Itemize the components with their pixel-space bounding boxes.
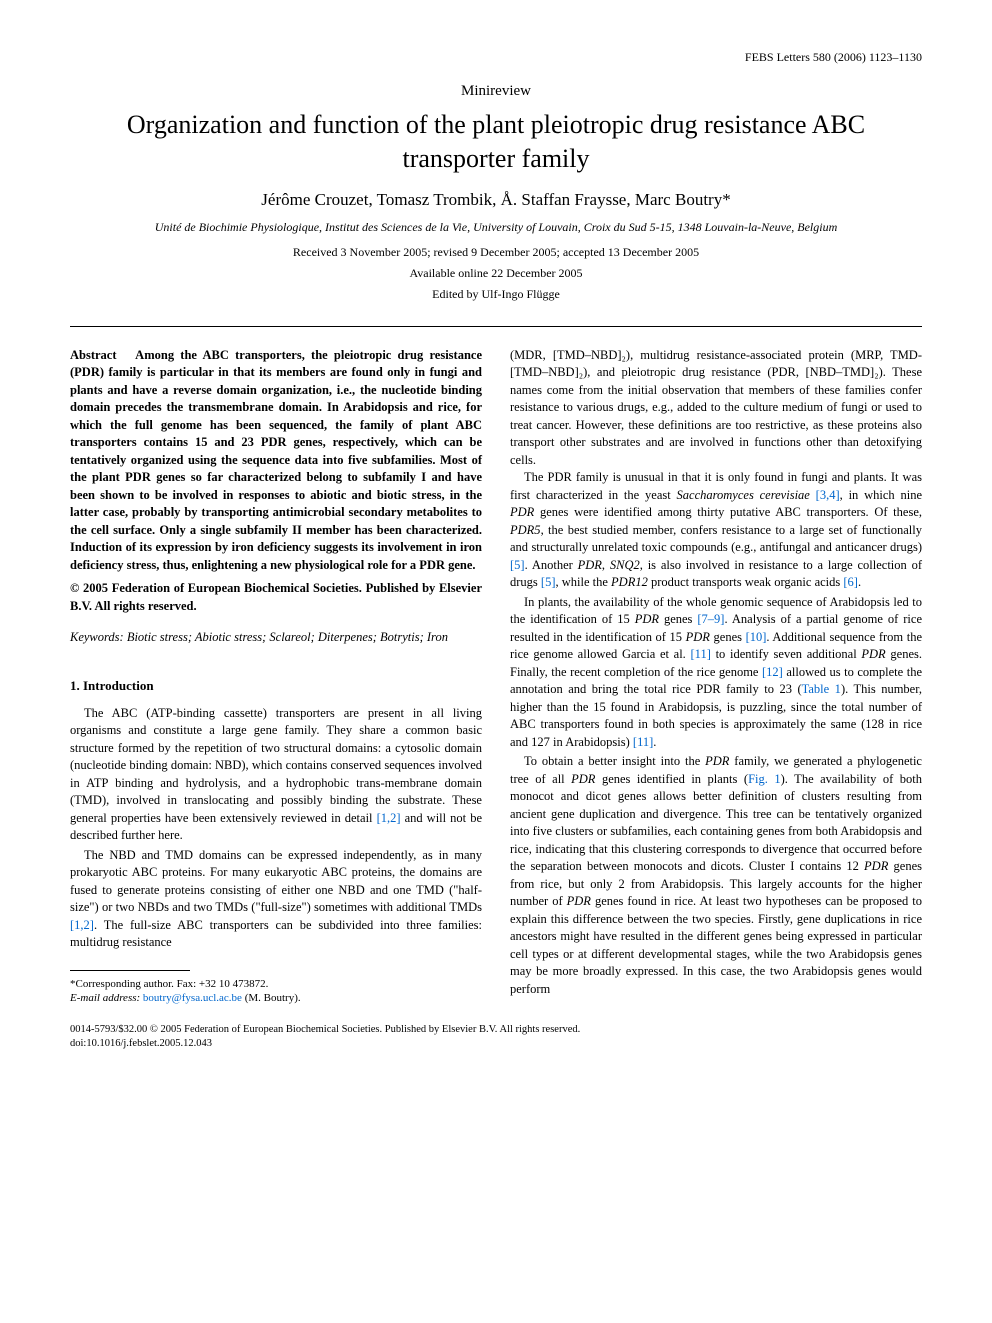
ref-link-6[interactable]: [6] [843,575,858,589]
authors-line: Jérôme Crouzet, Tomasz Trombik, Å. Staff… [70,190,922,210]
ref-link-11a[interactable]: [11] [691,647,711,661]
left-column: Abstract Among the ABC transporters, the… [70,347,482,1006]
rp2-ital3: PDR5 [510,523,541,537]
keywords-text: Biotic stress; Abiotic stress; Sclareol;… [127,630,448,644]
abstract-block: Abstract Among the ABC transporters, the… [70,347,482,616]
ref-link-7-9[interactable]: [7–9] [697,612,724,626]
rp4-ital4: PDR [567,894,591,908]
rp2-ital1: Saccharomyces cerevisiae [677,488,810,502]
corresponding-author-note: *Corresponding author. Fax: +32 10 47387… [70,977,482,1006]
ref-link-table1[interactable]: Table 1 [802,682,841,696]
abstract-text [123,348,135,362]
abstract-copyright: © 2005 Federation of European Biochemica… [70,580,482,615]
intro-p1: The ABC (ATP-binding cassette) transport… [70,705,482,845]
ref-link-5a[interactable]: [5] [510,558,525,572]
ref-link-10[interactable]: [10] [746,630,767,644]
rp2-c: , in which nine [840,488,922,502]
rp2-f: . Another [525,558,578,572]
rp2-g: , [602,558,610,572]
right-p4: To obtain a better insight into the PDR … [510,753,922,998]
ref-link-fig1[interactable]: Fig. 1 [748,772,781,786]
footer-copyright: 0014-5793/$32.00 © 2005 Federation of Eu… [70,1024,580,1035]
rp3-f: to identify seven additional [711,647,862,661]
footer-doi: doi:10.1016/j.febslet.2005.12.043 [70,1038,212,1049]
ref-link-1-2a[interactable]: [1,2] [377,811,401,825]
two-column-layout: Abstract Among the ABC transporters, the… [70,347,922,1006]
intro-p2: The NBD and TMD domains can be expressed… [70,847,482,952]
keywords-label: Keywords: [70,630,124,644]
rp3-ital2: PDR [686,630,710,644]
rp4-a: To obtain a better insight into the [524,754,705,768]
article-type: Minireview [70,83,922,100]
right-p1: (MDR, [TMD–NBD]₂), multidrug resistance-… [510,347,922,470]
divider-rule [70,326,922,327]
rp2-e: , the best studied member, confers resis… [510,523,922,555]
rp3-j: . [653,735,656,749]
email-name: (M. Boutry). [245,992,301,1004]
online-date: Available online 22 December 2005 [70,266,922,281]
rp3-ital3: PDR [861,647,885,661]
article-title: Organization and function of the plant p… [86,108,906,176]
keywords-block: Keywords: Biotic stress; Abiotic stress;… [70,629,482,647]
ref-link-3-4[interactable]: [3,4] [816,488,840,502]
rp2-ital6: PDR12 [611,575,648,589]
p1-text-a: The ABC (ATP-binding cassette) transport… [70,706,482,825]
page-footer: 0014-5793/$32.00 © 2005 Federation of Eu… [70,1023,922,1050]
page-container: FEBS Letters 580 (2006) 1123–1130 Minire… [0,0,992,1091]
rp2-ital4: PDR [578,558,602,572]
rp4-f: genes found in rice. At least two hypoth… [510,894,922,996]
received-dates: Received 3 November 2005; revised 9 Dece… [70,245,922,260]
rp2-d: genes were identified among thirty putat… [534,505,922,519]
rp2-i: , while the [555,575,611,589]
corresponding-text: *Corresponding author. Fax: +32 10 47387… [70,978,268,990]
section-1-heading: 1. Introduction [70,677,482,695]
right-p2: The PDR family is unusual in that it is … [510,469,922,592]
rp4-c: genes identified in plants ( [595,772,748,786]
ref-link-1-2b[interactable]: [1,2] [70,918,94,932]
abstract-body: Among the ABC transporters, the pleiotro… [70,348,482,572]
rp4-d: ). The availability of both monocot and … [510,772,922,874]
rp2-k: . [858,575,861,589]
p2-text-b: . The full-size ABC transporters can be … [70,918,482,950]
rp3-ital1: PDR [635,612,659,626]
rp2-ital2: PDR [510,505,534,519]
affiliation: Unité de Biochimie Physiologique, Instit… [70,220,922,235]
right-p3: In plants, the availability of the whole… [510,594,922,752]
rp4-ital3: PDR [864,859,888,873]
journal-header: FEBS Letters 580 (2006) 1123–1130 [70,50,922,65]
right-column: (MDR, [TMD–NBD]₂), multidrug resistance-… [510,347,922,1006]
ref-link-12[interactable]: [12] [762,665,783,679]
rp2-j: product transports weak organic acids [648,575,844,589]
rp3-b: genes [659,612,697,626]
abstract-label: Abstract [70,348,117,362]
email-label: E-mail address: [70,992,140,1004]
edited-by: Edited by Ulf-Ingo Flügge [70,287,922,302]
rp4-ital1: PDR [705,754,729,768]
ref-link-11b[interactable]: [11] [633,735,653,749]
rp3-d: genes [710,630,746,644]
email-link[interactable]: boutry@fysa.ucl.ac.be [143,992,242,1004]
footnote-separator [70,970,190,971]
ref-link-5b[interactable]: [5] [541,575,556,589]
rp2-ital5: SNQ2 [610,558,640,572]
p2-text-a: The NBD and TMD domains can be expressed… [70,848,482,915]
rp4-ital2: PDR [571,772,595,786]
